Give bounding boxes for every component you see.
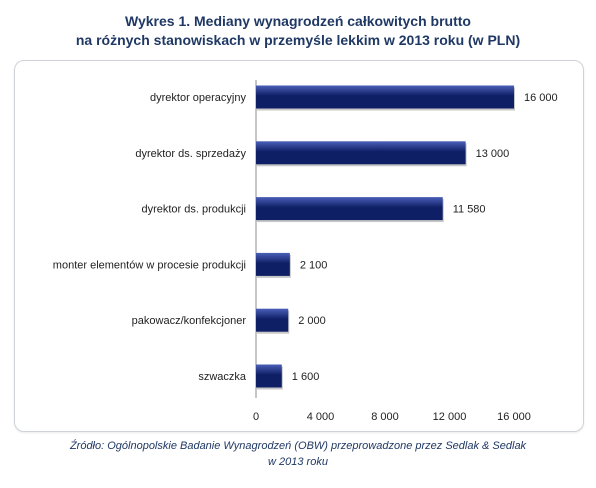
data-label: 2 000 [298, 315, 326, 327]
x-tick-label: 16 000 [497, 411, 531, 423]
category-label: szwaczka [198, 371, 247, 383]
chart-title: Wykres 1. Mediany wynagrodzeń całkowityc… [0, 12, 596, 50]
x-tick-label: 4 000 [307, 411, 335, 423]
data-label: 2 100 [300, 259, 328, 271]
data-label: 1 600 [292, 371, 320, 383]
bar [256, 252, 290, 276]
data-label: 16 000 [524, 92, 558, 104]
source-note: Źródło: Ogólnopolskie Badanie Wynagrodze… [0, 438, 596, 470]
bar [256, 85, 514, 109]
bar [256, 364, 282, 388]
data-label: 11 580 [453, 204, 486, 216]
bar [256, 141, 466, 165]
x-tick-label: 8 000 [371, 411, 399, 423]
x-tick-label: 12 000 [433, 411, 467, 423]
chart-title-line-1: Wykres 1. Mediany wynagrodzeń całkowityc… [125, 13, 471, 29]
category-label: monter elementów w procesie produkcji [53, 259, 246, 271]
category-label: dyrektor ds. sprzedaży [135, 148, 246, 160]
category-label: pakowacz/konfekcjoner [132, 315, 247, 327]
category-label: dyrektor ds. produkcji [141, 204, 246, 216]
bar [256, 197, 443, 221]
source-line-2: w 2013 roku [268, 456, 328, 468]
x-tick-label: 0 [253, 411, 259, 423]
category-label: dyrektor operacyjny [150, 92, 246, 104]
chart-frame [14, 60, 584, 432]
chart-title-line-2: na różnych stanowiskach w przemyśle lekk… [75, 32, 521, 48]
source-line-1: Źródło: Ogólnopolskie Badanie Wynagrodze… [69, 440, 527, 452]
data-label: 13 000 [476, 148, 510, 160]
bar [256, 308, 289, 332]
